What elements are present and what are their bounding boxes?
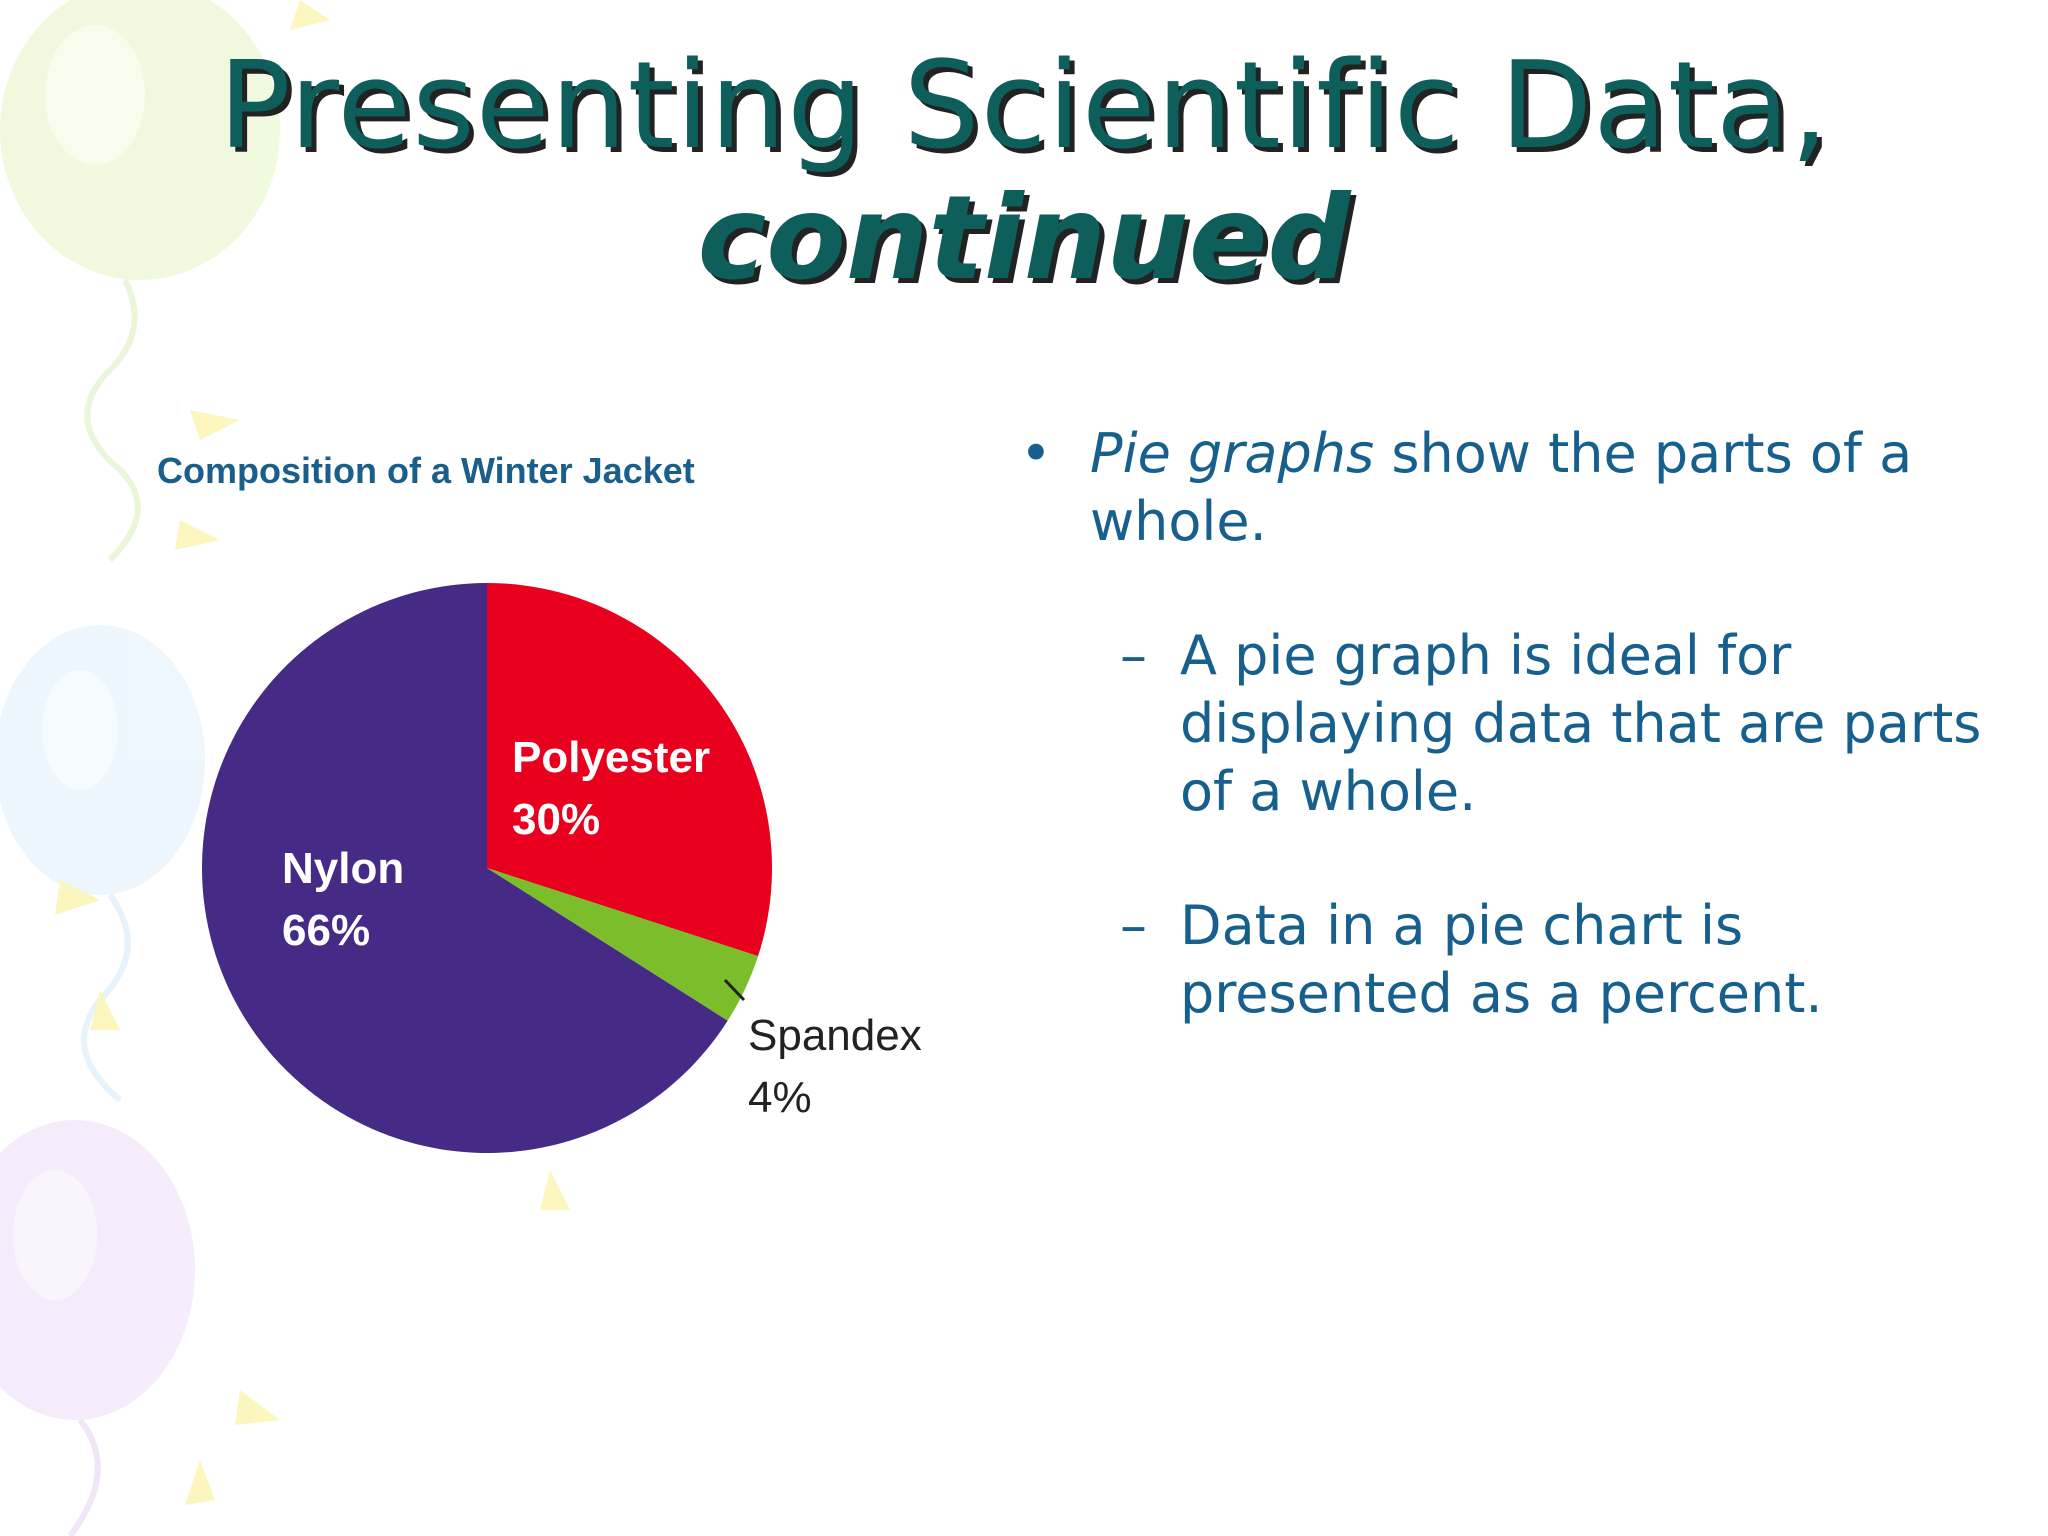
sub-bullet-marker: – xyxy=(1120,894,1147,957)
sub-bullet-text: Data in a pie chart is presented as a pe… xyxy=(1180,894,1823,1025)
title-line-1: Presenting Scientific Data, xyxy=(218,37,1830,176)
pie-chart: Polyester 30% Spandex 4% Nylon 66% xyxy=(202,583,922,1153)
slice-label-polyester: Polyester xyxy=(512,733,710,782)
callout-leader-line xyxy=(723,978,746,1002)
sub-bullet-item: – A pie graph is ideal for displaying da… xyxy=(1010,622,2020,826)
slice-value-polyester: 30% xyxy=(512,795,600,844)
bullet-text: show the parts of a whole. xyxy=(1090,422,1913,553)
slice-value-nylon: 66% xyxy=(282,906,370,955)
bullet-item: • Pie graphs show the parts of a whole. xyxy=(1010,420,2020,556)
pie-chart-panel: Composition of a Winter Jacket Polyester… xyxy=(0,430,1000,1190)
sub-bullet-text: A pie graph is ideal for displaying data… xyxy=(1180,624,1982,823)
bullet-list: • Pie graphs show the parts of a whole. … xyxy=(1010,420,2020,1028)
sub-bullet-item: – Data in a pie chart is presented as a … xyxy=(1010,892,2020,1028)
pie-slice-nylon xyxy=(202,583,728,1153)
pie-slice-spandex xyxy=(487,868,759,1021)
bullet-emphasis: Pie graphs xyxy=(1090,422,1375,485)
slice-value-spandex: 4% xyxy=(748,1073,812,1122)
title-line-2: continued xyxy=(697,171,1351,307)
bullet-marker: • xyxy=(1020,422,1052,485)
slice-label-nylon: Nylon xyxy=(282,844,404,893)
sub-bullet-marker: – xyxy=(1120,624,1147,687)
slide-title: Presenting Scientific Data, continued xyxy=(0,37,2048,307)
chart-title: Composition of a Winter Jacket xyxy=(157,450,695,491)
slice-label-spandex: Spandex xyxy=(748,1011,922,1060)
pie-slice-polyester xyxy=(487,583,773,957)
